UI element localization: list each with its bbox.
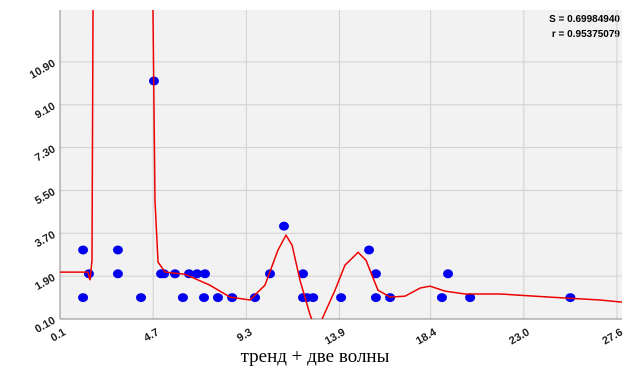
data-point [112,245,123,255]
fit-curve [60,10,622,319]
x-tick-label: 23.0 [507,326,532,347]
y-tick-label: 3.70 [33,229,58,250]
data-point [192,269,203,279]
data-point [308,293,319,303]
y-tick-label: 10.90 [28,58,58,82]
data-point [436,293,447,303]
data-point [364,245,375,255]
data-point [465,293,476,303]
data-point [78,245,89,255]
x-tick-label: 27.6 [600,326,625,347]
x-tick-label: 9.3 [235,326,254,344]
data-point [443,269,454,279]
data-point [177,293,188,303]
data-point [265,269,276,279]
data-point [184,269,195,279]
x-tick-label: 0.1 [49,326,68,344]
data-point [136,293,147,303]
y-tick-label: 9.10 [33,100,58,121]
x-tick-label: 18.4 [414,326,439,348]
data-point [298,269,309,279]
data-point [200,269,211,279]
data-point [250,293,261,303]
data-point [112,269,123,279]
y-tick-label: 7.30 [33,143,58,164]
data-point [198,293,209,303]
x-tick-label: 4.7 [142,326,161,344]
stat-r: r = 0.95375079 [552,29,621,40]
plot-area [60,10,622,319]
data-point [370,293,381,303]
data-point [278,221,289,231]
data-point [78,293,89,303]
caption: тренд + две волны [241,346,390,367]
data-point [336,293,347,303]
data-point [212,293,223,303]
stat-s: S = 0.69984940 [549,14,620,25]
y-tick-label: 1.90 [33,272,58,293]
x-tick-label: 13.9 [323,326,348,347]
data-point [370,269,381,279]
y-tick-label: 5.50 [33,186,58,207]
plot-content [60,10,622,319]
